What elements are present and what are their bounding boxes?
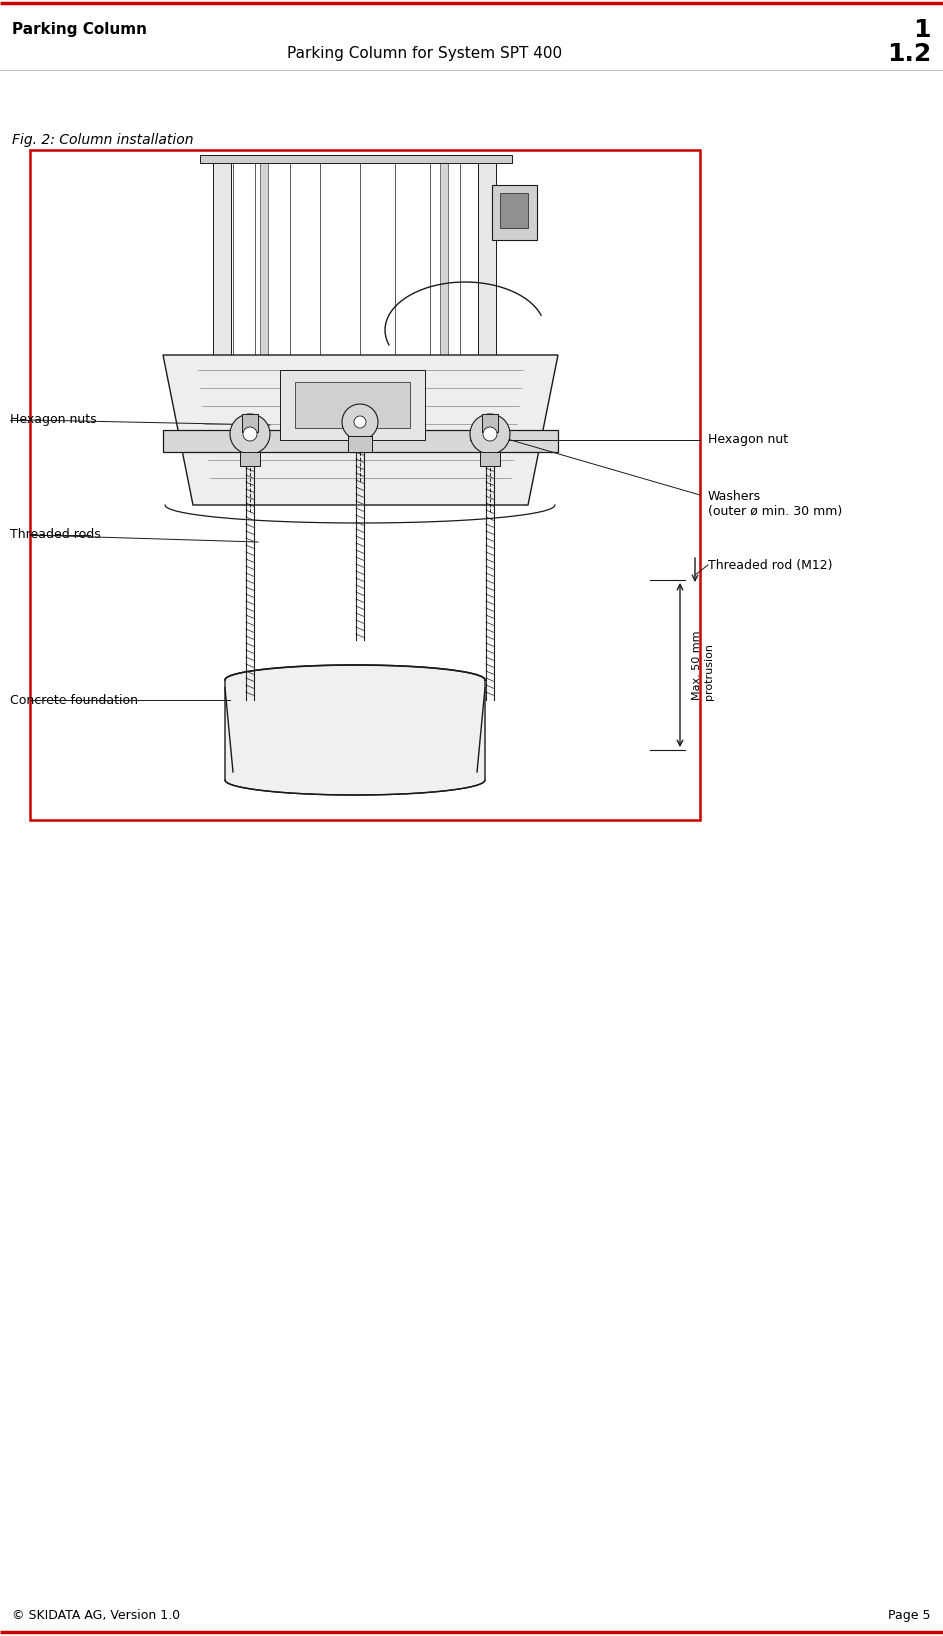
Bar	[295, 381, 410, 429]
Bar	[440, 155, 448, 430]
Circle shape	[354, 416, 366, 429]
Text: Page 5: Page 5	[888, 1608, 931, 1621]
FancyBboxPatch shape	[240, 452, 260, 466]
Polygon shape	[225, 664, 485, 795]
Text: Threaded rod (M12): Threaded rod (M12)	[708, 558, 833, 571]
Circle shape	[342, 404, 378, 440]
FancyBboxPatch shape	[242, 414, 258, 432]
Polygon shape	[163, 355, 558, 506]
Bar	[163, 430, 558, 452]
Text: Parking Column: Parking Column	[12, 21, 147, 38]
Text: Hexagon nuts: Hexagon nuts	[10, 414, 96, 427]
Text: Concrete foundation: Concrete foundation	[10, 694, 138, 707]
Text: Threaded rods: Threaded rods	[10, 528, 101, 542]
Text: Parking Column for System SPT 400: Parking Column for System SPT 400	[287, 46, 562, 61]
Circle shape	[230, 414, 270, 455]
Circle shape	[483, 427, 497, 442]
Text: 1.2: 1.2	[886, 43, 931, 65]
Text: Max. 50 mm
protrusion: Max. 50 mm protrusion	[692, 630, 714, 700]
FancyBboxPatch shape	[348, 437, 372, 452]
Text: 1: 1	[914, 18, 931, 43]
Circle shape	[243, 427, 257, 442]
Bar	[478, 155, 496, 430]
Text: Fig. 2: Column installation: Fig. 2: Column installation	[12, 133, 193, 147]
Bar	[492, 185, 537, 240]
FancyBboxPatch shape	[482, 414, 498, 432]
Bar	[213, 155, 231, 430]
Text: Washers
(outer ø min. 30 mm): Washers (outer ø min. 30 mm)	[708, 491, 842, 519]
Bar	[280, 370, 425, 440]
Bar	[200, 155, 512, 164]
Bar	[30, 151, 700, 820]
Bar	[500, 193, 528, 227]
Bar	[260, 155, 268, 430]
Circle shape	[470, 414, 510, 455]
Text: Hexagon nut: Hexagon nut	[708, 434, 788, 447]
Text: © SKIDATA AG, Version 1.0: © SKIDATA AG, Version 1.0	[12, 1608, 180, 1621]
FancyBboxPatch shape	[480, 452, 500, 466]
